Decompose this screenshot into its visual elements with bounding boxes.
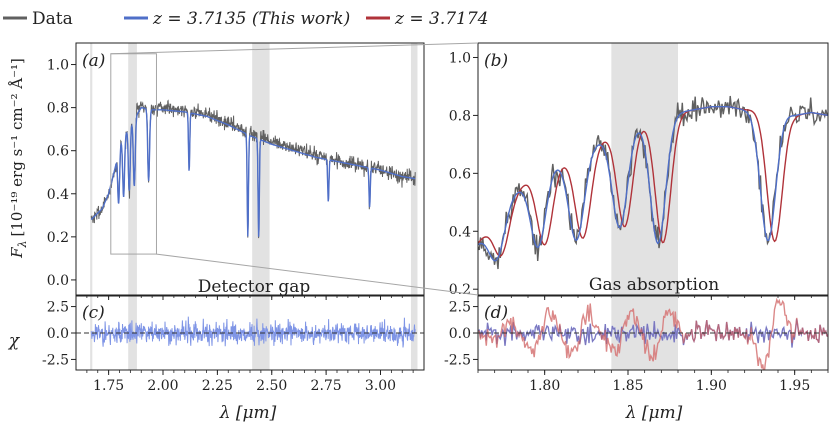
panel-c-xtick-label: 2.50 [256, 378, 287, 394]
panel-a-shaded-region [128, 43, 137, 295]
zoom-connector-top [110, 42, 479, 55]
panel-b-ytick-label: 0.4 [449, 224, 471, 240]
panel-c-ytick-label: 0.0 [47, 326, 69, 342]
panel-b-ytick-label: 0.2 [449, 282, 471, 298]
panel-b-ytick-label: 0.8 [449, 108, 471, 124]
panel-c-xtick-label: 3.00 [365, 378, 396, 394]
flux-axis-label-units: [10⁻¹⁹ erg s⁻¹ cm⁻² Å⁻¹] [8, 58, 26, 236]
flux-axis-label-symbol: F [8, 247, 26, 259]
panel-c-xtick-label: 2.75 [311, 378, 342, 394]
zoom-connector-bottom [156, 253, 479, 296]
panel-c-xtick-label: 2.00 [147, 378, 178, 394]
legend: Data z = 3.7135 (This work) z = 3.7174 [3, 9, 489, 29]
gas-absorption-annotation: Gas absorption [589, 275, 719, 295]
legend-this-work-label: z = 3.7135 (This work) [152, 9, 350, 29]
lambda-axis-label-left: λ [μm] [219, 403, 277, 423]
panel-b-model-line [478, 106, 828, 262]
panel-a-ytick-label: 0.2 [47, 230, 69, 246]
panel-a: 0.0 0.2 0.4 0.6 0.8 1.0 (a) [47, 42, 425, 300]
panel-b-label: (b) [484, 51, 508, 71]
panel-d-xtick-label: 1.80 [529, 378, 560, 394]
panel-a-shaded-region [90, 43, 93, 295]
panel-b-shaded-region [611, 43, 678, 295]
zoom-indicator [110, 42, 479, 296]
panel-a-ytick-label: 0.6 [47, 144, 69, 160]
panel-b-ytick-label: 1.0 [449, 50, 471, 66]
panel-d: 2.5 0.0 -2.5 1.80 1.85 1.90 1.95 (d) [444, 295, 829, 394]
panel-d-residual-overlap-line [478, 318, 828, 348]
panel-d-ytick-label: 2.5 [449, 300, 471, 316]
svg-text:Fλ[10⁻¹⁹ erg s⁻¹ cm⁻² Å⁻¹]: Fλ [10⁻¹⁹ erg s⁻¹ cm⁻² Å⁻¹] [8, 58, 29, 259]
panel-c-ytick-label: -2.5 [42, 352, 69, 368]
panel-c-ytick-label: 2.5 [47, 300, 69, 316]
flux-axis-label-subscript: λ [16, 241, 29, 249]
panel-d-xtick-label: 1.85 [612, 378, 643, 394]
legend-data-label: Data [32, 9, 73, 29]
chi-axis-label: χ [8, 331, 21, 351]
panel-a-ytick-label: 0.0 [47, 273, 69, 289]
panel-d-ytick-label: -2.5 [444, 352, 471, 368]
panel-a-shaded-region [252, 43, 270, 295]
panel-a-ytick-label: 1.0 [47, 58, 69, 74]
lambda-axis-label-right: λ [μm] [625, 403, 683, 423]
panel-d-ytick-label: 0.0 [449, 326, 471, 342]
detector-gap-annotation: Detector gap [198, 277, 311, 297]
panel-c-xtick-label: 1.75 [93, 378, 124, 394]
flux-axis-label: Fλ [10⁻¹⁹ erg s⁻¹ cm⁻² Å⁻¹] [8, 58, 29, 259]
panel-b-ytick-label: 0.6 [449, 166, 471, 182]
panel-a-ytick-label: 0.4 [47, 187, 69, 203]
panel-c: 2.5 0.0 -2.5 1.75 2.00 2.25 2.50 2.75 3.00 (c) [42, 295, 425, 394]
panel-c-residual-line [90, 316, 416, 348]
panel-a-label: (a) [82, 51, 105, 71]
panel-d-xtick-label: 1.95 [779, 378, 810, 394]
panel-a-shaded-region [410, 43, 418, 295]
panel-a-ytick-label: 0.8 [47, 101, 69, 117]
panel-d-label: (d) [484, 303, 508, 323]
zoom-box [110, 53, 157, 255]
panel-b-frame [477, 42, 829, 296]
panel-d-residual-alt-line [478, 297, 828, 370]
panel-a-model-line [90, 106, 416, 237]
panel-c-xtick-label: 2.25 [202, 378, 233, 394]
panel-c-label: (c) [82, 303, 105, 323]
panel-d-xtick-label: 1.90 [696, 378, 727, 394]
panel-b: 0.2 0.4 0.6 0.8 1.0 (b) [449, 42, 829, 300]
legend-alt-label: z = 3.7174 [394, 9, 489, 29]
